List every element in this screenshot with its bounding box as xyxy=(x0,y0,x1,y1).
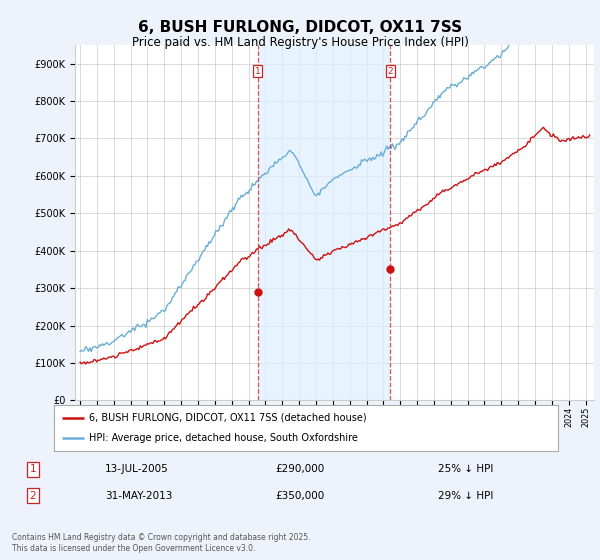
Text: 31-MAY-2013: 31-MAY-2013 xyxy=(105,491,172,501)
Text: 1: 1 xyxy=(29,464,37,474)
Text: 2: 2 xyxy=(388,67,393,76)
Text: £350,000: £350,000 xyxy=(275,491,325,501)
Text: 6, BUSH FURLONG, DIDCOT, OX11 7SS (detached house): 6, BUSH FURLONG, DIDCOT, OX11 7SS (detac… xyxy=(89,413,367,423)
Text: 25% ↓ HPI: 25% ↓ HPI xyxy=(438,464,493,474)
Text: £290,000: £290,000 xyxy=(275,464,325,474)
Bar xyxy=(257,45,391,400)
Text: Contains HM Land Registry data © Crown copyright and database right 2025.
This d: Contains HM Land Registry data © Crown c… xyxy=(12,533,311,553)
Text: 1: 1 xyxy=(255,67,260,76)
Text: 29% ↓ HPI: 29% ↓ HPI xyxy=(438,491,493,501)
Text: HPI: Average price, detached house, South Oxfordshire: HPI: Average price, detached house, Sout… xyxy=(89,433,358,443)
Text: Price paid vs. HM Land Registry's House Price Index (HPI): Price paid vs. HM Land Registry's House … xyxy=(131,36,469,49)
Text: 6, BUSH FURLONG, DIDCOT, OX11 7SS: 6, BUSH FURLONG, DIDCOT, OX11 7SS xyxy=(138,20,462,35)
Text: 2: 2 xyxy=(29,491,37,501)
Text: 13-JUL-2005: 13-JUL-2005 xyxy=(105,464,169,474)
